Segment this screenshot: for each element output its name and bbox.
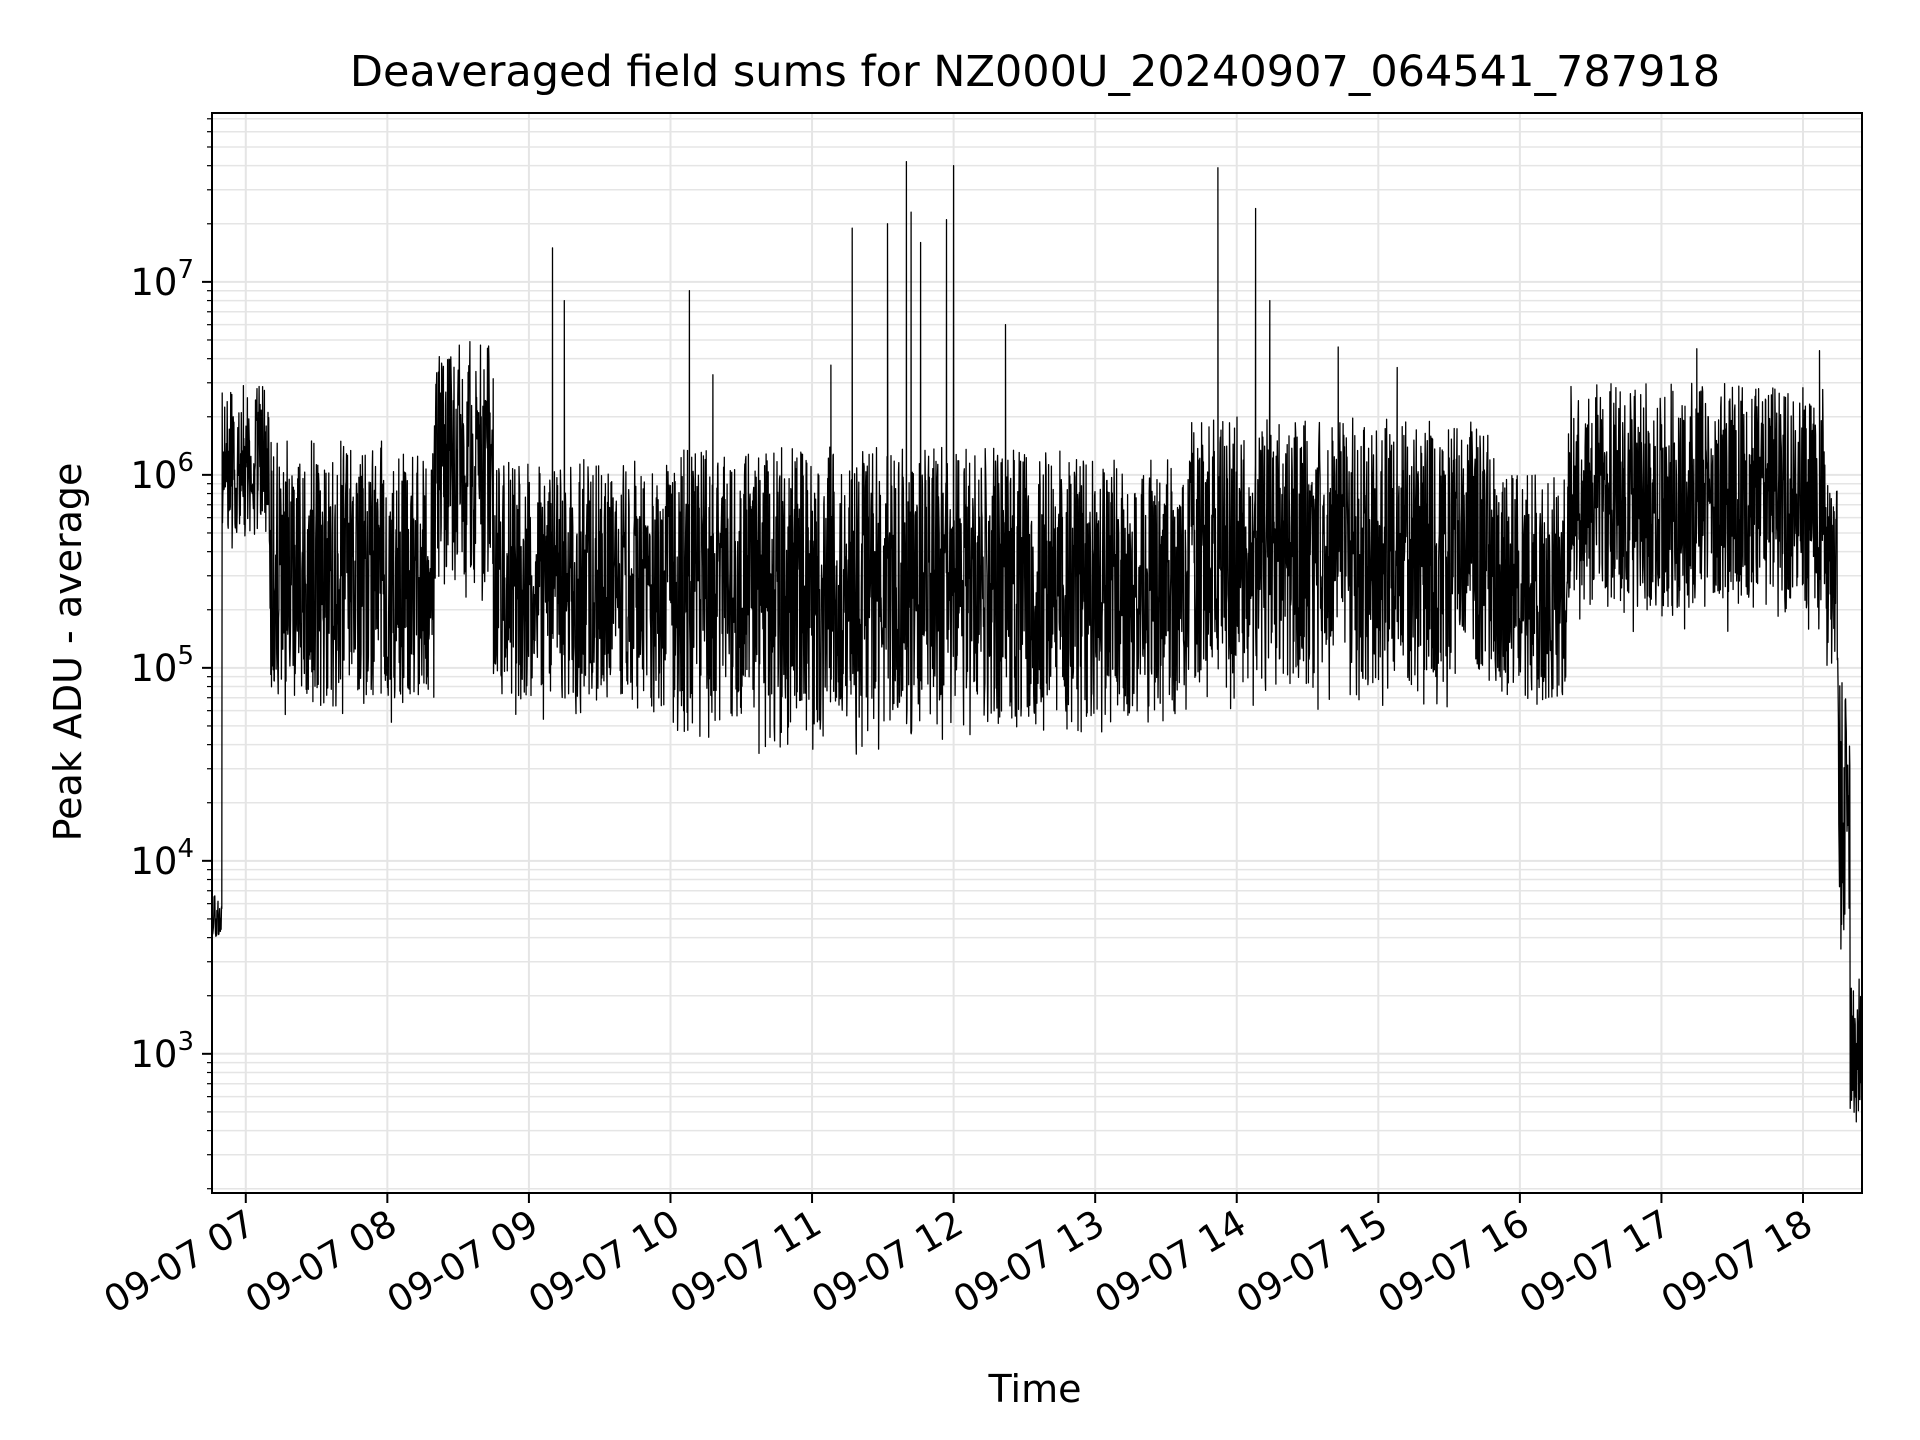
y-tick-label-base: 10 [130, 1033, 177, 1076]
series-line [211, 160, 1863, 1123]
x-axis-label: Time [988, 1367, 1082, 1411]
y-tick-label: 104 [130, 834, 194, 883]
series-layer [211, 160, 1863, 1123]
grid [207, 113, 1862, 1193]
y-tick-label-exponent: 4 [177, 834, 194, 864]
y-tick-label-base: 10 [130, 454, 177, 497]
y-tick-label-base: 10 [130, 840, 177, 883]
y-tick-label: 107 [130, 255, 194, 304]
y-tick-label: 106 [130, 448, 194, 497]
y-tick-label-exponent: 6 [177, 448, 194, 478]
y-tick-label-exponent: 5 [177, 641, 194, 671]
y-tick-label: 103 [130, 1027, 194, 1076]
y-tick-label: 105 [130, 641, 194, 690]
y-tick-label-exponent: 7 [177, 255, 194, 285]
y-tick-label-base: 10 [130, 647, 177, 690]
y-tick-label-base: 10 [130, 261, 177, 304]
y-axis-label: Peak ADU - average [46, 463, 90, 842]
y-tick-label-exponent: 3 [177, 1027, 194, 1057]
plot-frame [211, 112, 1863, 1194]
chart-title: Deaveraged field sums for NZ000U_2024090… [350, 47, 1720, 97]
